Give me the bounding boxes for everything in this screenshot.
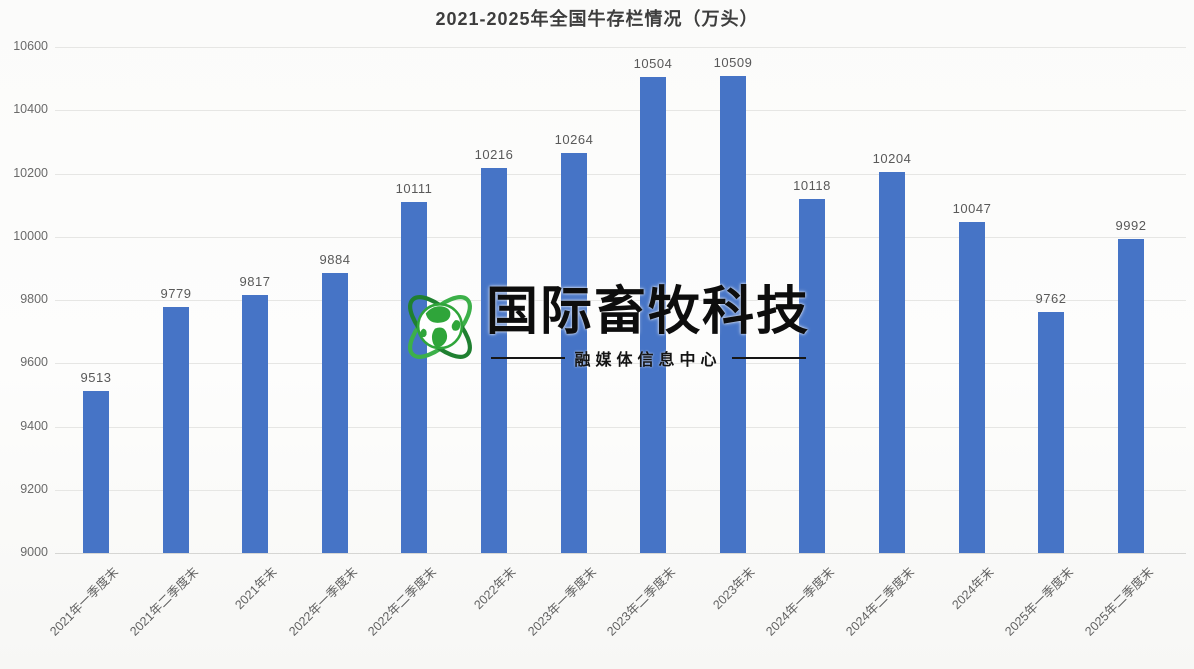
bar-value-label: 10204 xyxy=(872,151,912,166)
watermark-subtitle: 融媒体信息中心 xyxy=(574,352,722,369)
x-axis-tick-label: 2024年二季度末 xyxy=(842,564,917,639)
x-axis-tick-label: 2025年二季度末 xyxy=(1081,564,1156,639)
gridline xyxy=(55,553,1186,554)
bar-value-label: 10111 xyxy=(395,181,433,196)
bar-value-label: 10504 xyxy=(633,56,673,71)
gridline xyxy=(55,490,1186,491)
bar xyxy=(401,202,427,553)
y-axis-tick-label: 10400 xyxy=(13,102,48,116)
bar xyxy=(720,76,746,553)
x-axis-tick-label: 2025年一季度末 xyxy=(1001,564,1076,639)
bar-value-label: 10216 xyxy=(474,147,514,162)
bar xyxy=(879,172,905,553)
x-axis-tick-label: 2022年末 xyxy=(471,564,519,613)
x-axis-tick-label: 2024年一季度末 xyxy=(762,564,837,639)
bar xyxy=(640,77,666,553)
bar xyxy=(1038,312,1064,553)
bar-value-label: 10264 xyxy=(554,132,594,147)
y-axis-tick-label: 9600 xyxy=(20,355,48,369)
y-axis-tick-label: 9800 xyxy=(20,292,48,306)
bar xyxy=(959,222,985,553)
bar xyxy=(163,307,189,553)
gridline xyxy=(55,237,1186,238)
x-axis-tick-label: 2021年末 xyxy=(232,564,280,613)
bar-value-label: 9513 xyxy=(80,370,112,385)
bar xyxy=(481,168,507,553)
watermark-subtitle-row: 融媒体信息中心 xyxy=(486,346,810,370)
bar-value-label: 10047 xyxy=(952,201,992,216)
gridline xyxy=(55,300,1186,301)
bar xyxy=(561,153,587,553)
subtitle-right-line xyxy=(731,357,806,359)
gridline xyxy=(55,47,1186,48)
y-axis-tick-label: 10600 xyxy=(13,39,48,53)
x-axis-tick-label: 2023年末 xyxy=(710,564,758,613)
globe-orbit-icon xyxy=(408,295,472,359)
bar-value-label: 9779 xyxy=(160,286,192,301)
x-axis-tick-label: 2022年二季度末 xyxy=(364,564,439,639)
subtitle-left-line xyxy=(490,357,565,359)
gridline xyxy=(55,110,1186,111)
bar xyxy=(83,391,109,553)
watermark-text-block: 国际畜牧科技 融媒体信息中心 xyxy=(486,284,810,370)
y-axis-tick-label: 10000 xyxy=(13,229,48,243)
x-axis-tick-label: 2022年一季度末 xyxy=(285,564,360,639)
gridline xyxy=(55,427,1186,428)
bar xyxy=(242,295,268,553)
x-axis-tick-label: 2024年末 xyxy=(949,564,997,613)
bar-value-label: 9992 xyxy=(1115,218,1147,233)
y-axis-tick-label: 9000 xyxy=(20,545,48,559)
x-axis-tick-label: 2023年一季度末 xyxy=(524,564,599,639)
x-axis-tick-label: 2023年二季度末 xyxy=(603,564,678,639)
bar-value-label: 9762 xyxy=(1035,291,1067,306)
y-axis-tick-label: 9400 xyxy=(20,419,48,433)
gridline xyxy=(55,363,1186,364)
watermark: 国际畜牧科技 融媒体信息中心 xyxy=(398,284,810,370)
y-axis-tick-label: 9200 xyxy=(20,482,48,496)
bar xyxy=(1118,239,1144,553)
bar xyxy=(799,199,825,553)
x-axis-tick-label: 2021年二季度末 xyxy=(126,564,201,639)
watermark-brand-name: 国际畜牧科技 xyxy=(486,283,811,341)
gridline xyxy=(55,174,1186,175)
bar xyxy=(322,273,348,553)
x-axis-tick-label: 2021年一季度末 xyxy=(46,564,121,639)
bar-value-label: 10509 xyxy=(713,55,753,70)
bar-value-label: 10118 xyxy=(793,178,831,193)
bar-value-label: 9884 xyxy=(319,252,351,267)
y-axis-tick-label: 10200 xyxy=(13,166,48,180)
chart-title: 2021-2025年全国牛存栏情况（万头） xyxy=(435,9,759,29)
bar-value-label: 9817 xyxy=(239,274,271,289)
